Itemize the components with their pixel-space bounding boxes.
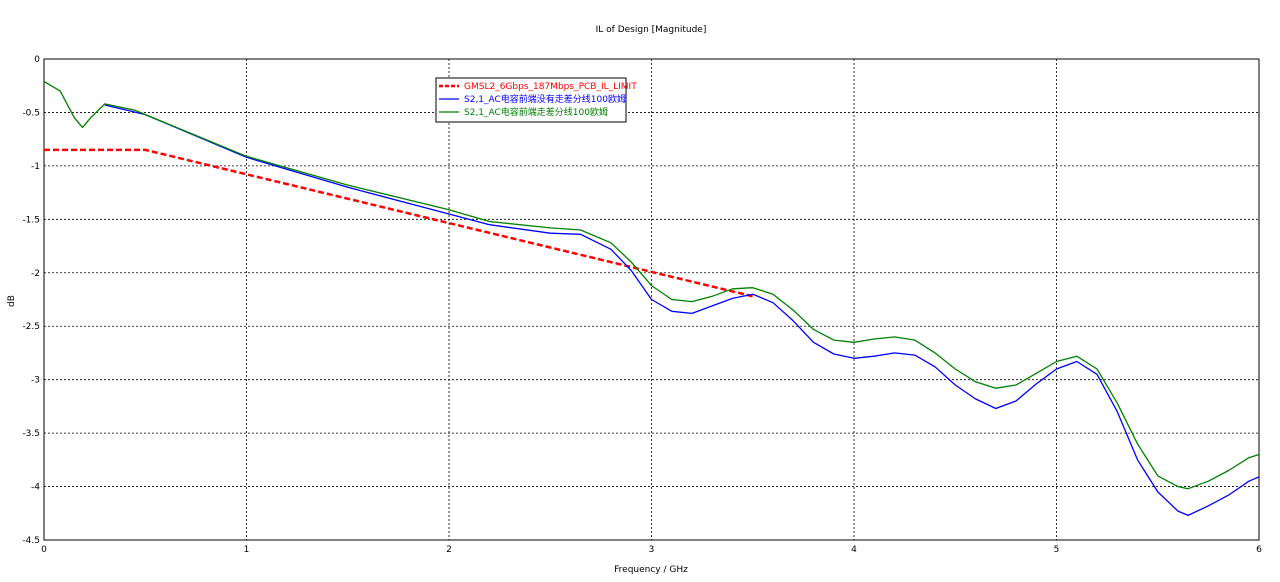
y-axis-label: dB	[7, 295, 17, 307]
chart-title: IL of Design [Magnitude]	[596, 25, 707, 35]
grid	[44, 59, 1259, 540]
x-tick-label: 2	[446, 545, 452, 555]
legend-item-label: GMSL2_6Gbps_187Mbps_PCB_IL_LIMIT	[464, 82, 637, 92]
x-tick-label: 0	[41, 545, 47, 555]
x-axis-label: Frequency / GHz	[614, 565, 688, 575]
x-tick-label: 5	[1054, 545, 1060, 555]
legend-box	[435, 77, 627, 123]
series-lines	[43, 80, 1260, 517]
plot-frame	[43, 58, 1260, 541]
legend: GMSL2_6Gbps_187Mbps_PCB_IL_LIMITS2,1_AC电…	[435, 77, 637, 123]
y-tick-label: -4.5	[22, 536, 40, 546]
y-tick-label: 0	[34, 55, 40, 65]
x-tick-label: 6	[1256, 545, 1262, 555]
y-tick-label: -3	[31, 376, 40, 386]
y-tick-label: -2	[31, 269, 40, 279]
x-tick-label: 1	[244, 545, 250, 555]
x-tick-label: 3	[649, 545, 655, 555]
y-tick-label: -1.5	[22, 215, 40, 225]
legend-item-label: S2,1_AC电容前端没有走差分线100欧姆	[464, 93, 626, 105]
y-tick-label: -1	[31, 162, 40, 172]
tick-labels: 0 1 2 3 4 5 6 0 -0.5 -1 -1.5 -2 -2.5 -3 -3.5 -4 -4.5	[22, 55, 1262, 555]
legend-item-label: S2,1_AC电容前端走差分线100欧姆	[464, 106, 608, 118]
y-tick-label: -0.5	[22, 108, 40, 118]
series-line-2	[104, 104, 1260, 517]
y-tick-label: -4	[31, 483, 40, 493]
x-tick-label: 4	[851, 545, 857, 555]
series-line-1	[44, 148, 754, 298]
series-line-3	[43, 80, 1260, 490]
y-tick-label: -3.5	[22, 429, 40, 439]
y-tick-label: -2.5	[22, 322, 40, 332]
